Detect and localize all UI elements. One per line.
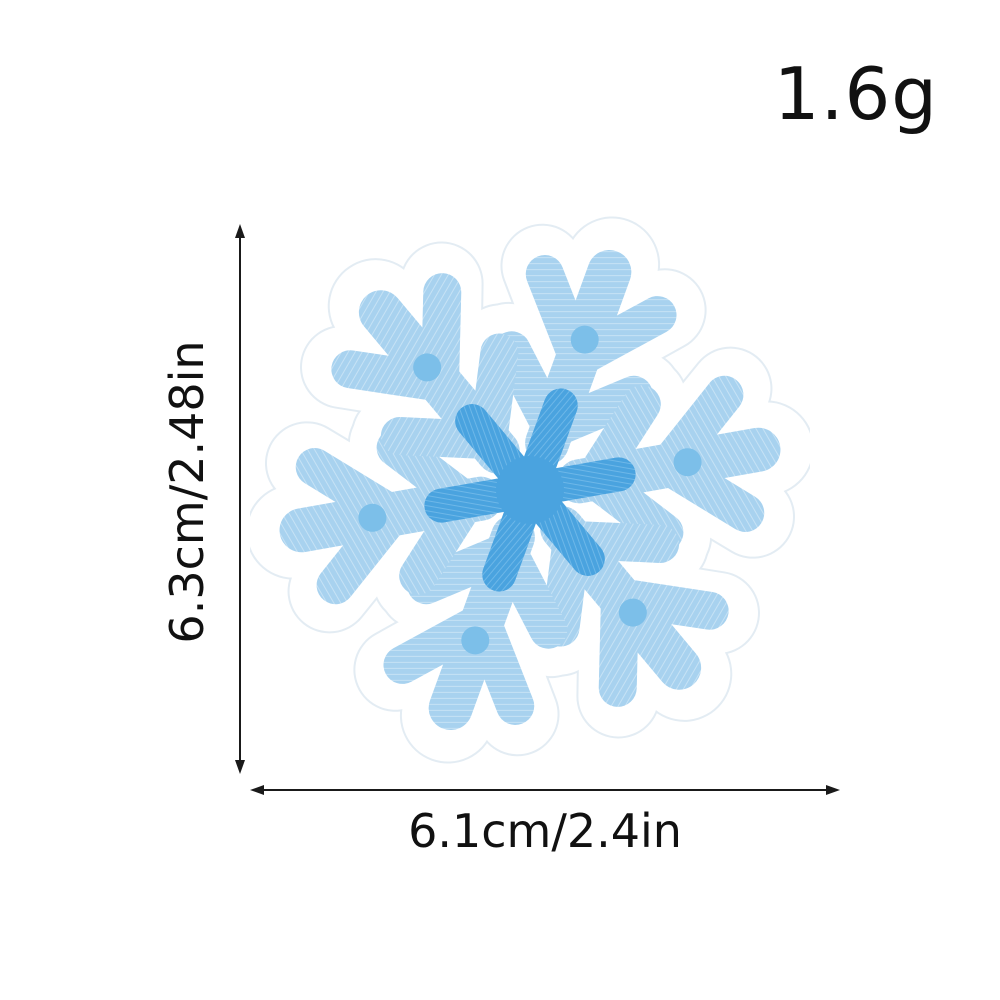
width-label: 6.1cm/2.4in — [408, 804, 682, 858]
weight-label: 1.6g — [773, 52, 938, 136]
snowflake-icon — [250, 210, 810, 770]
width-arrow — [250, 785, 840, 795]
height-label: 6.3cm/2.48in — [160, 340, 214, 644]
height-arrow — [235, 224, 245, 774]
patch-center — [424, 388, 636, 592]
